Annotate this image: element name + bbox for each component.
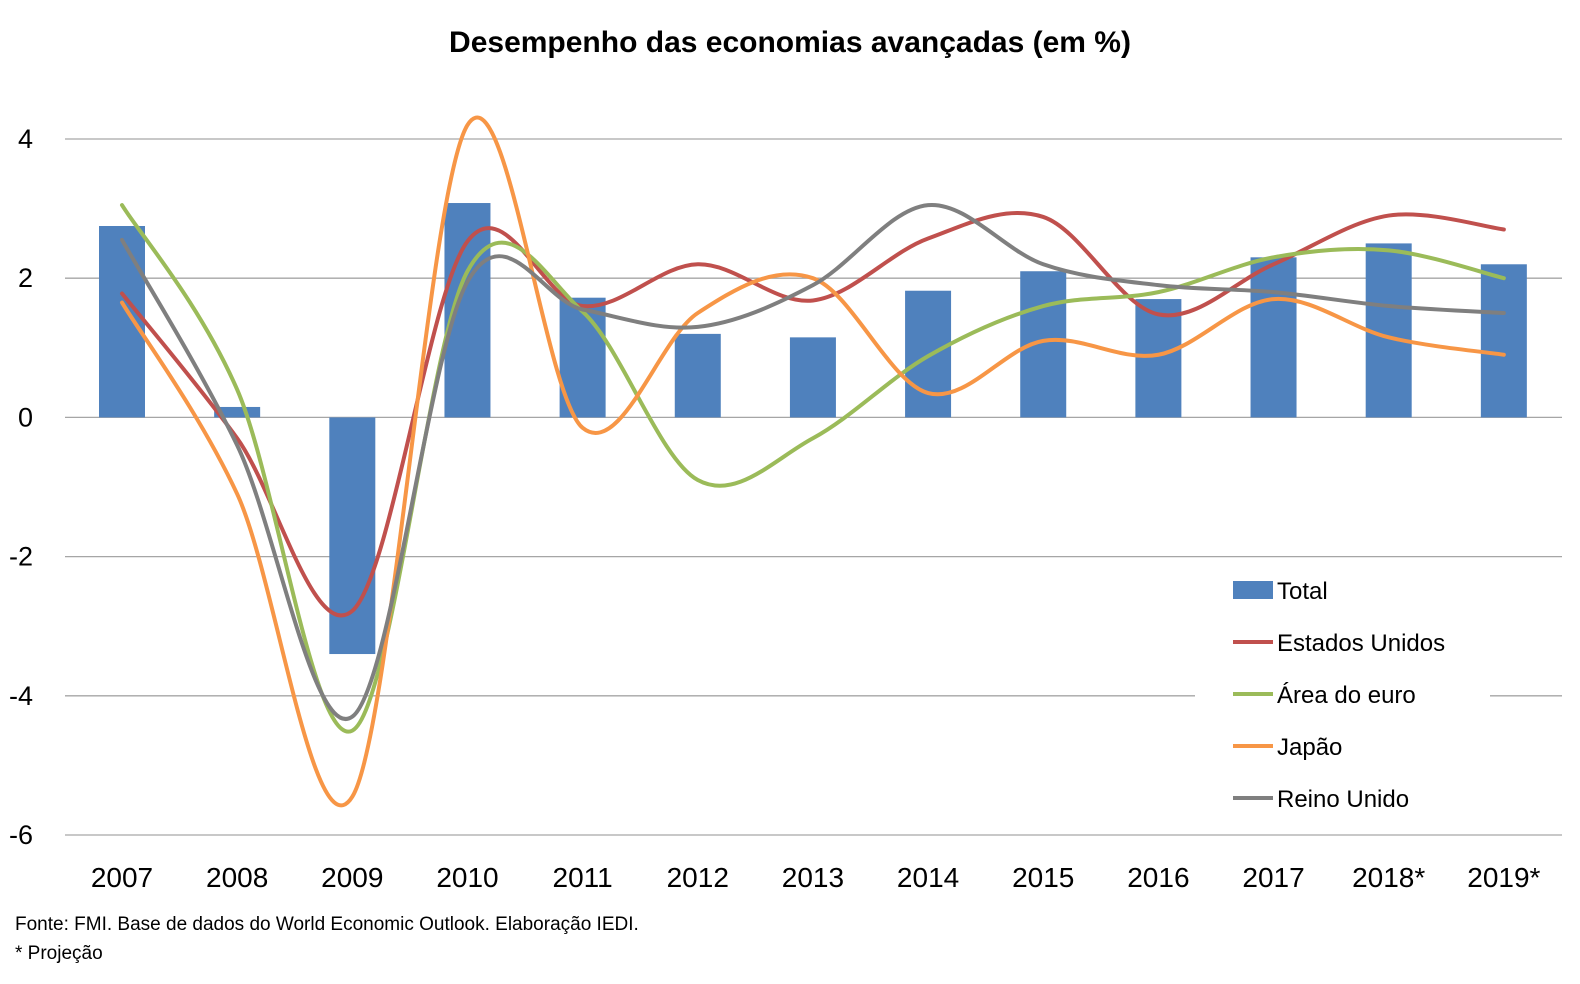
y-tick-label: -4	[9, 681, 33, 711]
x-tick-label: 2008	[206, 862, 268, 893]
legend-label-total: Total	[1277, 578, 1328, 605]
y-tick-label: -6	[9, 820, 33, 850]
bar-total	[329, 417, 376, 655]
bar-total	[1250, 257, 1297, 418]
bar-total	[789, 337, 836, 418]
line-reino-unido	[120, 203, 1506, 721]
bar-total	[99, 226, 145, 418]
line-japao	[120, 115, 1506, 808]
legend-label-estados-unidos: Estados Unidos	[1277, 630, 1445, 657]
bar-total	[1135, 299, 1182, 418]
bar-total	[674, 333, 721, 418]
y-tick-label: 0	[18, 402, 33, 432]
x-tick-label: 2013	[782, 862, 844, 893]
line-series-group	[120, 115, 1506, 808]
x-tick-label: 2015	[1012, 862, 1074, 893]
y-tick-label: 2	[18, 263, 33, 293]
x-tick-label: 2017	[1242, 862, 1304, 893]
x-tick-label: 2012	[667, 862, 729, 893]
x-tick-label: 2014	[897, 862, 959, 893]
legend: Total Estados Unidos Área do euro Japão Rein…	[1233, 578, 1445, 813]
chart-title: Desempenho das economias avançadas (em %…	[449, 26, 1131, 59]
line-estados-unidos	[120, 211, 1506, 618]
y-axis-ticks: 4 2 0 -2 -4 -6	[9, 124, 33, 850]
x-tick-label: 2010	[436, 862, 498, 893]
bar-total	[214, 406, 261, 418]
x-tick-label: 2018*	[1352, 862, 1425, 893]
x-axis-ticks: 2007 2008 2009 2010 2011 2012 2013 2014 2015 2016…	[91, 862, 1541, 893]
gridlines	[65, 138, 1562, 836]
legend-label-reino-unido: Reino Unido	[1277, 786, 1409, 813]
y-tick-label: -2	[9, 542, 33, 572]
x-tick-label: 2007	[91, 862, 153, 893]
x-tick-label: 2016	[1127, 862, 1189, 893]
x-tick-label: 2011	[553, 862, 613, 893]
legend-swatch-total	[1233, 581, 1273, 599]
y-tick-label: 4	[18, 124, 33, 154]
projection-note: * Projeção	[15, 943, 103, 964]
x-tick-label: 2019*	[1467, 862, 1540, 893]
legend-label-japao: Japão	[1277, 734, 1342, 761]
x-tick-label: 2009	[321, 862, 383, 893]
source-note: Fonte: FMI. Base de dados do World Econo…	[15, 914, 639, 935]
legend-label-area-do-euro: Área do euro	[1277, 682, 1416, 709]
bar-total	[1480, 264, 1527, 418]
